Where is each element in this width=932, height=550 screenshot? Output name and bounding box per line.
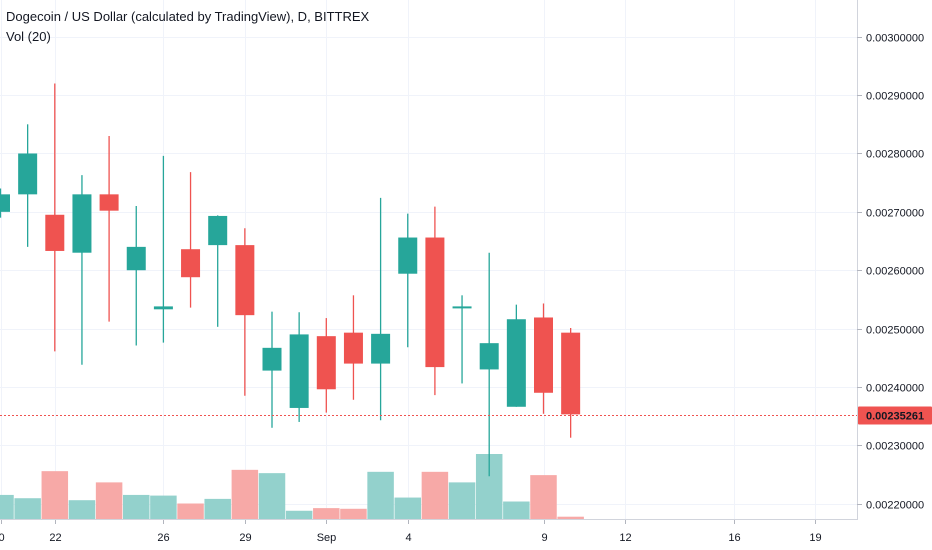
- candle-body: [208, 215, 228, 246]
- candle-body: [479, 343, 499, 370]
- candle-down: [181, 172, 201, 308]
- volume-bar: [258, 473, 286, 520]
- volume-bar: [150, 495, 177, 520]
- volume-bar: [367, 471, 394, 520]
- candle-body: [316, 336, 336, 390]
- candle-body: [425, 237, 445, 368]
- price-tick-label: 0.00240000: [866, 383, 924, 395]
- time-tick-label: 26: [157, 532, 169, 544]
- candle-up: [18, 124, 38, 247]
- candle-up: [289, 312, 309, 422]
- candle-down: [316, 318, 336, 413]
- candle-down: [99, 135, 119, 322]
- volume-bar: [557, 516, 584, 520]
- candle-body: [18, 153, 38, 195]
- candle-body: [262, 347, 282, 371]
- candle-body: [506, 319, 526, 407]
- price-tick-label: 0.00250000: [866, 325, 924, 337]
- price-tag-background: [858, 406, 932, 425]
- candle-up: [371, 197, 391, 421]
- candle-body: [0, 194, 10, 212]
- price-tag: 0.00235261: [858, 406, 932, 425]
- volume-bar: [14, 498, 41, 520]
- volume-bar: [204, 498, 231, 520]
- candle-down: [235, 228, 255, 396]
- volume-bar: [68, 500, 96, 520]
- volume-bar: [41, 471, 69, 520]
- price-tag-label: 0.00235261: [866, 411, 924, 423]
- candles: [0, 83, 581, 477]
- candle-down: [425, 206, 445, 396]
- candle-body: [235, 245, 255, 316]
- volume-bar: [421, 471, 449, 520]
- volume-indicator-label[interactable]: Vol (20): [6, 29, 51, 44]
- volume-bar: [448, 482, 476, 520]
- candle-body: [126, 246, 146, 271]
- time-tick-label: 22: [49, 532, 61, 544]
- time-tick-label: 19: [809, 532, 821, 544]
- candle-up: [398, 213, 418, 348]
- time-tick-label: 16: [728, 532, 740, 544]
- price-tick-label: 0.00300000: [866, 33, 924, 45]
- symbol-title[interactable]: Dogecoin / US Dollar (calculated by Trad…: [6, 9, 370, 24]
- candle-body: [72, 194, 92, 253]
- volume-bar: [95, 482, 123, 520]
- candle-body: [561, 332, 581, 415]
- candle-body: [45, 214, 65, 251]
- candle-up: [506, 304, 526, 407]
- price-tick-label: 0.00220000: [866, 500, 924, 512]
- time-tick-label: Sep: [317, 532, 337, 544]
- price-tick-label: 0.00230000: [866, 441, 924, 453]
- volume-bar: [0, 494, 14, 520]
- volume-bar: [123, 494, 150, 520]
- price-tick-label: 0.00270000: [866, 208, 924, 220]
- chart-legend: Dogecoin / US Dollar (calculated by Trad…: [6, 7, 369, 47]
- candle-body: [371, 333, 391, 364]
- candle-body: [534, 317, 553, 393]
- candle-up: [126, 206, 146, 346]
- candle-body: [398, 237, 418, 274]
- candle-up: [479, 252, 499, 477]
- candle-body: [99, 194, 119, 211]
- candle-up: [153, 155, 173, 343]
- candle-down: [45, 83, 65, 352]
- volume-bar: [394, 497, 421, 520]
- candle-down: [561, 327, 581, 438]
- price-axis[interactable]: 0.00220000 0.00230000 0.00240000 0.00250000…: [857, 33, 924, 512]
- candle-up: [208, 215, 228, 327]
- time-tick-label: 9: [541, 532, 547, 544]
- volume-bar: [177, 503, 204, 520]
- price-tick-label: 0.00280000: [866, 149, 924, 161]
- candle-down: [343, 295, 363, 400]
- price-tick-label: 0.00260000: [866, 266, 924, 278]
- time-tick-label: 0: [0, 532, 5, 544]
- candle-body: [343, 332, 363, 364]
- time-axis[interactable]: 0 22 26 29 Sep 4 9 12 16 19: [0, 520, 822, 544]
- price-tick-label: 0.00290000: [866, 91, 924, 103]
- candle-body: [289, 334, 309, 408]
- time-tick-label: 29: [239, 532, 251, 544]
- candle-down: [534, 303, 553, 414]
- time-tick-label: 12: [619, 532, 631, 544]
- candle-body: [153, 306, 173, 310]
- time-tick-label: 4: [405, 532, 411, 544]
- candle-body: [452, 306, 472, 309]
- candle-up: [72, 175, 92, 365]
- volume-bar: [530, 475, 557, 520]
- candle-up: [452, 295, 472, 384]
- volume-bar: [285, 510, 313, 520]
- volume-bar: [231, 469, 259, 520]
- volume-bar: [313, 508, 340, 520]
- volume-bar: [340, 508, 367, 520]
- volume-bars: [0, 454, 584, 520]
- candle-up: [262, 311, 282, 428]
- volume-bar: [503, 501, 530, 520]
- candle-body: [181, 249, 201, 278]
- candle-up: [0, 188, 10, 218]
